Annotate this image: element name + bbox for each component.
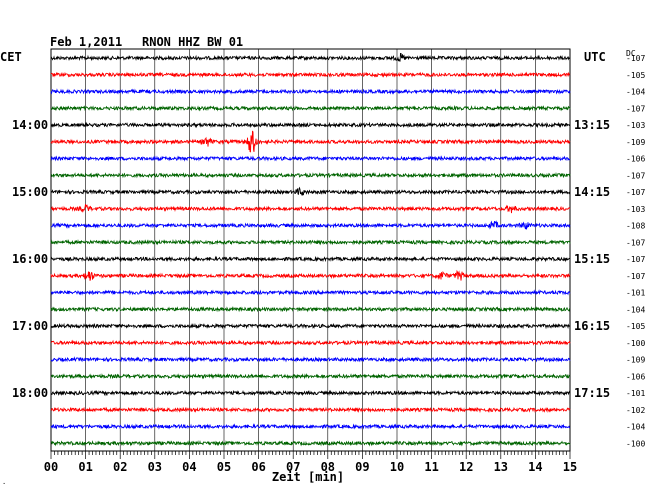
- seismic-trace: [50, 406, 571, 414]
- seismic-trace: [50, 306, 571, 313]
- dc-offset-value: -105: [626, 71, 645, 80]
- seismic-trace: [50, 423, 571, 430]
- seismic-trace: [50, 53, 571, 62]
- dc-offset-value: -103: [626, 205, 645, 214]
- dc-offset-value: -104: [626, 88, 645, 97]
- x-tick-label: 01: [78, 460, 92, 474]
- header: Feb 1,2011 RNON HHZ BW 01 CET UTC DC: [0, 35, 636, 64]
- seismic-trace: [50, 186, 571, 196]
- left-time-label: 15:00: [12, 185, 48, 199]
- x-tick-label: 10: [390, 460, 404, 474]
- x-tick-label: 02: [113, 460, 127, 474]
- dc-offset-value: -107: [626, 54, 645, 63]
- x-axis-label: Zeit [min]: [272, 470, 344, 484]
- seismic-trace: [50, 155, 571, 162]
- left-time-label: 18:00: [12, 386, 48, 400]
- x-tick-label: 11: [424, 460, 438, 474]
- x-tick-label: 07: [286, 460, 300, 474]
- x-tick-label: 12: [459, 460, 473, 474]
- x-tick-label: 03: [148, 460, 162, 474]
- dc-offset-value: -109: [626, 138, 645, 147]
- x-tick-label: 09: [355, 460, 369, 474]
- right-time-label: 15:15: [574, 252, 610, 266]
- seismic-trace: [50, 372, 571, 380]
- seismic-trace: [50, 440, 571, 447]
- right-time-label: 13:15: [574, 118, 610, 132]
- dc-offset-value: -104: [626, 423, 645, 432]
- dc-offset-value: -107: [626, 171, 645, 180]
- seismic-trace: [50, 339, 571, 347]
- dc-offset-value: -103: [626, 121, 645, 130]
- dc-offset-value: -109: [626, 356, 645, 365]
- right-time-label: 14:15: [574, 185, 610, 199]
- x-tick-label: 13: [494, 460, 508, 474]
- dc-offset-value: -107: [626, 272, 645, 281]
- record-date: Feb 1,2011: [50, 35, 122, 49]
- dc-label: DC: [626, 49, 636, 58]
- x-tick-label: 04: [182, 460, 196, 474]
- seismic-trace: [50, 356, 571, 363]
- time-axis: 00 01 02 03 04 05 06 07 08 09 10 11 12 13 14 15: [44, 451, 577, 474]
- dc-offset-value: -107: [626, 255, 645, 264]
- dc-offset-value: -100: [626, 339, 645, 348]
- seismic-trace: [50, 220, 571, 230]
- seismic-trace: [50, 269, 571, 281]
- seismic-trace: [50, 130, 571, 153]
- right-time-label: 16:15: [574, 319, 610, 333]
- seismic-trace: [50, 171, 571, 179]
- left-time-label: 17:00: [12, 319, 48, 333]
- x-tick-label: 08: [321, 460, 335, 474]
- seismic-trace: [50, 88, 571, 95]
- dc-offset-value: -106: [626, 155, 645, 164]
- seismic-trace: [50, 255, 571, 263]
- seismic-trace: [51, 322, 571, 330]
- right-timezone-label: UTC: [584, 50, 606, 64]
- dc-offset-value: -101: [626, 289, 645, 298]
- x-tick-label: 14: [528, 460, 542, 474]
- minute-grid: [50, 48, 571, 452]
- corner-mark: ·: [2, 480, 6, 488]
- dc-offset-value: -102: [626, 406, 645, 415]
- dc-offset-value: -105: [626, 322, 645, 331]
- seismic-trace: [50, 239, 571, 246]
- seismic-trace: [50, 104, 571, 112]
- left-time-label: 16:00: [12, 252, 48, 266]
- station-channel: RNON HHZ BW 01: [142, 35, 243, 49]
- x-tick-label: 06: [251, 460, 265, 474]
- seismic-trace: [51, 204, 571, 214]
- trace-group: -107 -105 -104 -107 -103 -109 -106 -107 -107 -103…: [50, 53, 645, 448]
- dc-offset-value: -106: [626, 372, 645, 381]
- seismic-trace: [50, 71, 571, 78]
- dc-offset-value: -107: [626, 188, 645, 197]
- dc-offset-value: -107: [626, 104, 645, 113]
- left-timezone-label: CET: [0, 50, 22, 64]
- right-time-label: 17:15: [574, 386, 610, 400]
- x-tick-label: 05: [217, 460, 231, 474]
- x-tick-label: 15: [563, 460, 577, 474]
- dc-offset-value: -100: [626, 439, 645, 448]
- time-labels: 14:00 15:00 16:00 17:00 18:00 13:15 14:15 15:15…: [12, 118, 610, 400]
- seismic-trace: [50, 389, 571, 397]
- left-time-label: 14:00: [12, 118, 48, 132]
- dc-offset-value: -101: [626, 389, 645, 398]
- dc-offset-value: -108: [626, 222, 645, 231]
- dc-offset-value: -104: [626, 305, 645, 314]
- seismic-trace: [50, 121, 570, 129]
- seismic-trace: [50, 289, 571, 296]
- x-tick-label: 00: [44, 460, 58, 474]
- dc-offset-value: -107: [626, 238, 645, 247]
